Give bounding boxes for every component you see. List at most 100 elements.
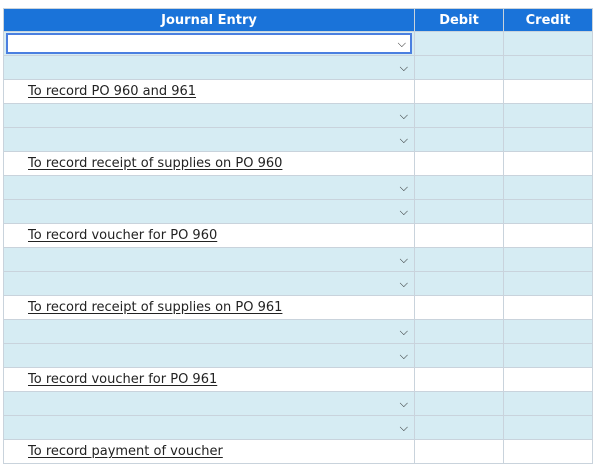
account-select[interactable]: ⌵ <box>4 200 414 223</box>
credit-input[interactable] <box>504 176 592 199</box>
credit-input[interactable] <box>504 248 592 271</box>
credit-cell[interactable] <box>503 343 593 368</box>
credit-cell[interactable] <box>503 199 593 224</box>
account-select[interactable]: ⌵ <box>4 176 414 199</box>
chevron-down-icon: ⌵ <box>399 204 408 218</box>
account-row: ⌵ <box>3 175 593 200</box>
debit-input[interactable] <box>415 128 503 151</box>
memo-cell: To record receipt of supplies on PO 960 <box>3 151 415 176</box>
credit-input[interactable] <box>504 200 592 223</box>
account-cell: ⌵ <box>3 103 415 128</box>
credit-input[interactable] <box>504 128 592 151</box>
debit-input[interactable] <box>415 200 503 223</box>
credit-input[interactable] <box>504 392 592 415</box>
debit-input[interactable] <box>415 344 503 367</box>
account-row: ⌵ <box>3 319 593 344</box>
account-cell: ⌵ <box>3 199 415 224</box>
credit-input[interactable] <box>504 272 592 295</box>
account-row: ⌵ <box>3 247 593 272</box>
debit-cell[interactable] <box>414 391 504 416</box>
memo-row: To record receipt of supplies on PO 961 <box>3 295 593 320</box>
memo-text: To record voucher for PO 960 <box>28 228 218 243</box>
debit-cell[interactable] <box>414 127 504 152</box>
account-cell: ⌵ <box>3 247 415 272</box>
credit-cell[interactable] <box>503 415 593 440</box>
credit-input[interactable] <box>504 104 592 127</box>
account-select[interactable]: ⌵ <box>4 392 414 415</box>
debit-cell[interactable] <box>414 271 504 296</box>
account-row: ⌵ <box>3 31 593 56</box>
credit-cell[interactable] <box>503 103 593 128</box>
credit-cell[interactable] <box>503 319 593 344</box>
credit-cell[interactable] <box>503 31 593 56</box>
debit-input[interactable] <box>415 104 503 127</box>
memo-text: To record payment of voucher <box>28 444 223 459</box>
memo-debit-cell <box>414 151 504 176</box>
account-cell: ⌵ <box>3 319 415 344</box>
account-select[interactable]: ⌵ <box>6 33 412 54</box>
journal-entry-table-wrapper: Journal Entry Debit Credit ⌵ ⌵ To record… <box>3 8 593 464</box>
memo-debit-cell <box>414 367 504 392</box>
account-select[interactable]: ⌵ <box>4 248 414 271</box>
account-select[interactable]: ⌵ <box>4 272 414 295</box>
account-row: ⌵ <box>3 103 593 128</box>
debit-input[interactable] <box>415 32 503 55</box>
account-cell: ⌵ <box>3 31 415 56</box>
account-select[interactable]: ⌵ <box>4 416 414 439</box>
credit-cell[interactable] <box>503 175 593 200</box>
account-select[interactable]: ⌵ <box>4 344 414 367</box>
debit-cell[interactable] <box>414 415 504 440</box>
debit-cell[interactable] <box>414 247 504 272</box>
debit-input[interactable] <box>415 320 503 343</box>
account-cell: ⌵ <box>3 391 415 416</box>
credit-input[interactable] <box>504 320 592 343</box>
account-cell: ⌵ <box>3 175 415 200</box>
credit-input[interactable] <box>504 56 592 79</box>
memo-text: To record receipt of supplies on PO 961 <box>28 300 283 315</box>
memo-credit-cell <box>503 79 593 104</box>
credit-cell[interactable] <box>503 247 593 272</box>
memo-credit-cell <box>503 295 593 320</box>
account-select[interactable]: ⌵ <box>4 320 414 343</box>
account-select[interactable]: ⌵ <box>4 104 414 127</box>
memo-row: To record voucher for PO 960 <box>3 223 593 248</box>
chevron-down-icon: ⌵ <box>399 252 408 266</box>
debit-cell[interactable] <box>414 31 504 56</box>
credit-input[interactable] <box>504 416 592 439</box>
account-select[interactable]: ⌵ <box>4 128 414 151</box>
debit-input[interactable] <box>415 56 503 79</box>
debit-input[interactable] <box>415 176 503 199</box>
credit-cell[interactable] <box>503 391 593 416</box>
debit-input[interactable] <box>415 248 503 271</box>
account-row: ⌵ <box>3 199 593 224</box>
memo-text: To record receipt of supplies on PO 960 <box>28 156 283 171</box>
memo-debit-cell <box>414 439 504 464</box>
chevron-down-icon: ⌵ <box>397 36 406 50</box>
memo-credit-cell <box>503 223 593 248</box>
debit-cell[interactable] <box>414 199 504 224</box>
debit-cell[interactable] <box>414 319 504 344</box>
debit-cell[interactable] <box>414 103 504 128</box>
account-row: ⌵ <box>3 391 593 416</box>
credit-cell[interactable] <box>503 55 593 80</box>
account-select[interactable]: ⌵ <box>4 56 414 79</box>
header-row: Journal Entry Debit Credit <box>3 8 593 32</box>
chevron-down-icon: ⌵ <box>399 108 408 122</box>
credit-cell[interactable] <box>503 127 593 152</box>
account-cell: ⌵ <box>3 343 415 368</box>
credit-input[interactable] <box>504 344 592 367</box>
debit-cell[interactable] <box>414 55 504 80</box>
debit-cell[interactable] <box>414 343 504 368</box>
account-row: ⌵ <box>3 415 593 440</box>
debit-input[interactable] <box>415 416 503 439</box>
journal-entry-table: Journal Entry Debit Credit ⌵ ⌵ To record… <box>3 8 593 464</box>
credit-cell[interactable] <box>503 271 593 296</box>
memo-row: To record receipt of supplies on PO 960 <box>3 151 593 176</box>
debit-cell[interactable] <box>414 175 504 200</box>
debit-input[interactable] <box>415 272 503 295</box>
credit-header: Credit <box>503 8 593 32</box>
memo-credit-cell <box>503 439 593 464</box>
credit-input[interactable] <box>504 32 592 55</box>
account-row: ⌵ <box>3 127 593 152</box>
debit-input[interactable] <box>415 392 503 415</box>
